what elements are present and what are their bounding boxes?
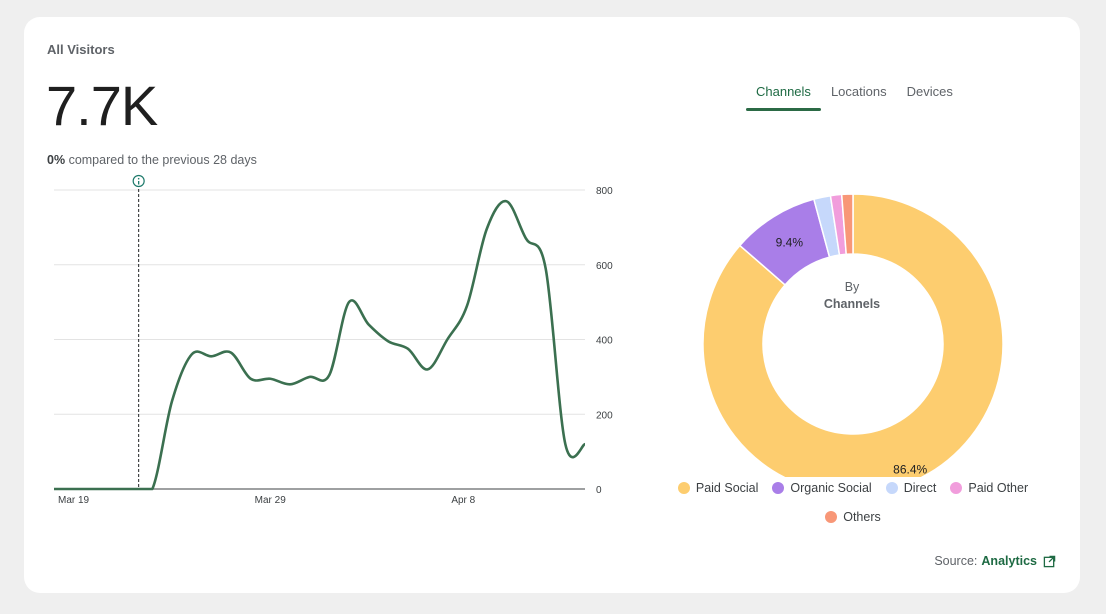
tab-channels[interactable]: Channels <box>746 81 821 111</box>
visitors-series-line <box>54 199 586 491</box>
legend-dot <box>950 482 963 494</box>
legend-item-paid-social[interactable]: Paid Social <box>677 479 759 497</box>
comparison-text: 0% compared to the previous 28 days <box>47 153 257 167</box>
legend-label: Others <box>843 510 881 524</box>
source-prefix: Source: <box>934 554 978 568</box>
legend-dot <box>677 482 690 494</box>
y-tick-label: 400 <box>596 336 613 347</box>
x-tick-label: Apr 8 <box>451 495 475 506</box>
legend-dot <box>825 511 838 523</box>
slice-others[interactable] <box>840 193 854 256</box>
visitors-line-chart[interactable]: 0 200 400 600 800 Mar 19 Mar 29 Apr 8 <box>24 17 624 517</box>
legend-item-organic-social[interactable]: Organic Social <box>772 479 872 497</box>
tab-locations[interactable]: Locations <box>830 84 887 99</box>
comparison-label: compared to the previous 28 days <box>68 153 257 167</box>
donut-center-line1: By <box>844 280 860 294</box>
analytics-link[interactable]: Analytics <box>981 554 1037 568</box>
info-icon-dot <box>137 177 140 180</box>
x-tick-label: Mar 19 <box>58 495 90 506</box>
legend-dot <box>885 482 898 494</box>
slice-data-label: 86.4% <box>893 463 927 477</box>
donut-center-label: By Channels <box>802 279 902 313</box>
external-link-icon[interactable] <box>1043 555 1056 568</box>
y-tick-label: 600 <box>596 261 613 272</box>
legend-item-direct[interactable]: Direct <box>885 479 937 497</box>
slice-paid-social[interactable] <box>702 193 1004 477</box>
y-tick-label: 200 <box>596 410 613 421</box>
legend-label: Organic Social <box>790 481 872 495</box>
legend-label: Paid Other <box>968 481 1029 495</box>
donut-legend: Paid Social Organic Social Direct Paid O… <box>658 479 1048 526</box>
info-icon[interactable] <box>132 174 145 188</box>
legend-item-paid-other[interactable]: Paid Other <box>950 479 1028 497</box>
y-tick-label: 0 <box>596 485 602 496</box>
channels-donut-chart[interactable]: 86.4% 9.4% <box>24 17 1080 477</box>
card-title: All Visitors <box>47 42 115 57</box>
breakdown-tabs: Channels Locations Devices <box>746 81 963 111</box>
legend-label: Direct <box>903 481 937 495</box>
source-attribution: Source: Analytics <box>934 554 1056 568</box>
slice-data-label: 9.4% <box>776 235 804 249</box>
visitors-card: All Visitors 7.7K 0% compared to the pre… <box>24 17 1080 593</box>
legend-dot <box>772 482 785 494</box>
tab-devices[interactable]: Devices <box>906 84 953 99</box>
legend-label: Paid Social <box>695 481 759 495</box>
total-visitors-value: 7.7K <box>46 74 158 137</box>
donut-center-line2: Channels <box>823 297 881 311</box>
y-tick-label: 800 <box>596 186 613 197</box>
x-tick-label: Mar 29 <box>255 495 287 506</box>
change-percent: 0% <box>47 153 66 167</box>
legend-item-others[interactable]: Others <box>825 508 881 526</box>
